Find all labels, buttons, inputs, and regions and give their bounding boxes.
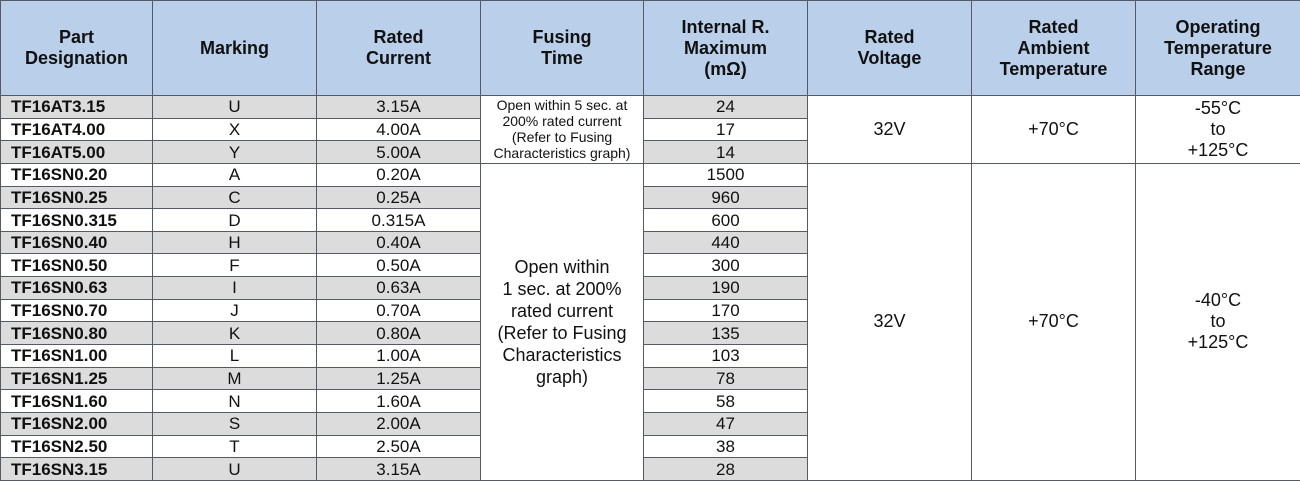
rated-current-cell: 1.25A [316,366,481,391]
internal-resistance-cell: 300 [643,253,808,278]
part-designation-cell: TF16SN1.60 [0,389,153,413]
table-row: TF16SN3.15 U 3.15A 28 [0,457,1300,481]
rated-current-cell: 1.60A [316,389,481,413]
internal-resistance-cell: 38 [643,434,808,459]
internal-resistance-cell: 58 [643,389,808,413]
marking-cell: H [152,230,317,255]
marking-cell: U [152,457,317,481]
internal-resistance-cell: 28 [643,457,808,481]
table-row: TF16SN0.25 C 0.25A 960 [0,185,1300,210]
rated-current-cell: 0.315A [316,208,481,232]
internal-resistance-cell: 170 [643,298,808,323]
table-body: TF16AT3.15 U 3.15A Open within 5 sec. at 200… [0,95,1300,481]
internal-resistance-cell: 1500 [643,162,808,187]
rated-current-cell: 0.70A [316,298,481,323]
part-designation-cell: TF16SN2.50 [0,434,153,459]
marking-cell: C [152,185,317,210]
table-row: TF16SN0.40 H 0.40A 440 [0,230,1300,255]
part-designation-cell: TF16SN0.70 [0,298,153,323]
part-designation-cell: TF16SN0.40 [0,230,153,255]
part-designation-cell: TF16SN0.315 [0,208,153,232]
part-designation-cell: TF16SN1.25 [0,366,153,391]
rated-current-cell: 3.15A [316,95,481,119]
header-rated-voltage: Rated Voltage [807,0,972,96]
part-designation-cell: TF16SN0.25 [0,185,153,210]
part-designation-cell: TF16SN3.15 [0,457,153,481]
internal-resistance-cell: 17 [643,117,808,142]
table-row: TF16SN0.63 I 0.63A 190 [0,276,1300,300]
header-rated-ambient-temperature: Rated Ambient Temperature [971,0,1136,96]
part-designation-cell: TF16SN0.63 [0,276,153,300]
internal-resistance-cell: 600 [643,208,808,232]
table-row: TF16SN0.80 K 0.80A 135 [0,321,1300,346]
part-designation-cell: TF16AT5.00 [0,140,153,164]
rated-ambient-temperature-cell: +70°C [971,95,1136,164]
table-row: TF16SN2.00 S 2.00A 47 [0,411,1300,436]
operating-temperature-range-cell: -40°C to +125°C [1135,162,1300,481]
table-row: TF16SN0.70 J 0.70A 170 [0,298,1300,323]
marking-cell: Y [152,140,317,164]
internal-resistance-cell: 103 [643,344,808,368]
internal-resistance-cell: 190 [643,276,808,300]
marking-cell: A [152,162,317,187]
part-designation-cell: TF16SN0.20 [0,162,153,187]
rated-voltage-cell: 32V [807,162,972,481]
rated-current-cell: 5.00A [316,140,481,164]
internal-resistance-cell: 78 [643,366,808,391]
marking-cell: L [152,344,317,368]
rated-current-cell: 2.50A [316,434,481,459]
marking-cell: N [152,389,317,413]
marking-cell: I [152,276,317,300]
internal-resistance-cell: 47 [643,411,808,436]
marking-cell: S [152,411,317,436]
part-designation-cell: TF16AT3.15 [0,95,153,119]
internal-resistance-cell: 960 [643,185,808,210]
header-rated-current: Rated Current [316,0,481,96]
marking-cell: U [152,95,317,119]
rated-ambient-temperature-cell: +70°C [971,162,1136,481]
header-part-designation: Part Designation [0,0,153,96]
rated-current-cell: 1.00A [316,344,481,368]
rated-current-cell: 0.40A [316,230,481,255]
marking-cell: X [152,117,317,142]
header-fusing-time: Fusing Time [480,0,644,96]
rated-current-cell: 2.00A [316,411,481,436]
part-designation-cell: TF16SN0.80 [0,321,153,346]
rated-current-cell: 0.63A [316,276,481,300]
table-row: TF16SN0.20 A 0.20A Open within 1 sec. at 200… [0,162,1300,481]
fusing-time-cell: Open within 1 sec. at 200% rated current (R… [480,162,644,481]
part-designation-cell: TF16SN1.00 [0,344,153,368]
table-row: TF16SN1.00 L 1.00A 103 [0,344,1300,368]
internal-resistance-cell: 440 [643,230,808,255]
header-row: Part Designation Marking Rated Current Fus… [0,0,1300,96]
table-row: TF16AT3.15 U 3.15A Open within 5 sec. at 200… [0,95,1300,164]
marking-cell: J [152,298,317,323]
marking-cell: T [152,434,317,459]
rated-voltage-cell: 32V [807,95,972,164]
header-operating-temperature-range: Operating Temperature Range [1135,0,1300,96]
marking-cell: F [152,253,317,278]
operating-temperature-range-cell: -55°C to +125°C [1135,95,1300,164]
marking-cell: D [152,208,317,232]
marking-cell: M [152,366,317,391]
rated-current-cell: 3.15A [316,457,481,481]
rated-current-cell: 0.50A [316,253,481,278]
header-internal-resistance: Internal R. Maximum (mΩ) [643,0,808,96]
header-marking: Marking [152,0,317,96]
rated-current-cell: 0.80A [316,321,481,346]
part-designation-cell: TF16AT4.00 [0,117,153,142]
table-row: TF16AT5.00 Y 5.00A 14 [0,140,1300,164]
table-row: TF16SN1.60 N 1.60A 58 [0,389,1300,413]
rated-current-cell: 4.00A [316,117,481,142]
part-designation-cell: TF16SN0.50 [0,253,153,278]
fusing-time-cell: Open within 5 sec. at 200% rated current(… [480,95,644,164]
marking-cell: K [152,321,317,346]
rated-current-cell: 0.25A [316,185,481,210]
internal-resistance-cell: 14 [643,140,808,164]
rated-current-cell: 0.20A [316,162,481,187]
internal-resistance-cell: 135 [643,321,808,346]
internal-resistance-cell: 24 [643,95,808,119]
part-designation-cell: TF16SN2.00 [0,411,153,436]
